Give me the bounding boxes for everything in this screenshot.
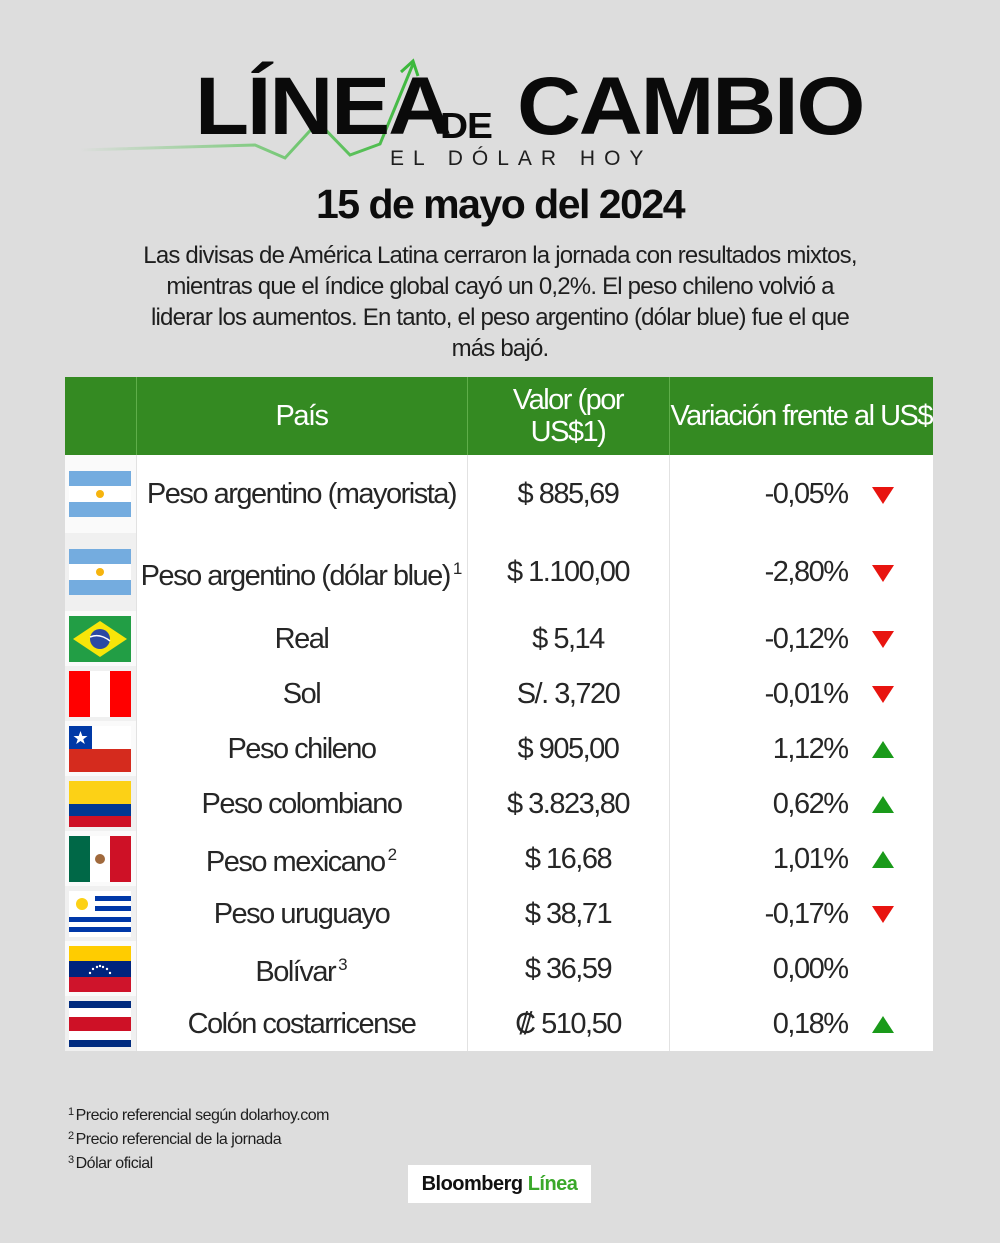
venezuela-flag-icon xyxy=(69,945,132,992)
up-triangle-icon xyxy=(871,796,894,814)
column-header-flag xyxy=(65,377,137,455)
trend-line-icon xyxy=(79,58,420,160)
currency-variation: 0,00% xyxy=(772,952,849,985)
table-row: Peso chileno $ 905,00 1,12% xyxy=(65,721,933,776)
up-triangle-icon xyxy=(871,1016,894,1034)
currency-value: $ 38,71 xyxy=(467,886,670,941)
footnote-marker: 2 xyxy=(387,845,398,864)
table-row: Colón costarricense ₡ 510,50 0,18% xyxy=(65,996,933,1051)
table-row: Peso argentino (dólar blue) 1 $ 1.100,00 -2… xyxy=(65,533,933,611)
argentina-flag-icon xyxy=(69,549,132,595)
table-row: Bolívar 3 $ 36,59 0,00% xyxy=(65,941,933,996)
brazil-flag-icon xyxy=(69,615,132,662)
currency-value: S/. 3,720 xyxy=(467,666,670,721)
currency-name: Peso argentino (mayorista) xyxy=(136,455,468,533)
mexico-flag-icon xyxy=(69,835,132,882)
footnote-1: 1 Precio referencial según dolarhoy.com xyxy=(68,1106,329,1124)
up-triangle-icon xyxy=(871,851,894,869)
currency-name: Peso argentino (dólar blue) 1 xyxy=(136,533,468,611)
currency-value: ₡ 510,50 xyxy=(467,996,670,1051)
footnote-3: 3 Dólar oficial xyxy=(68,1154,153,1172)
currency-name: Peso uruguayo xyxy=(136,886,468,941)
peru-flag-icon xyxy=(69,670,132,717)
costa-rica-flag-icon xyxy=(69,1000,132,1047)
down-triangle-icon xyxy=(871,686,894,704)
peru-flag-cell xyxy=(65,666,137,721)
page-date: 15 de mayo del 2024 xyxy=(315,181,686,227)
intro-paragraph: Las divisas de América Latina cerraron l… xyxy=(143,242,857,362)
currency-value: $ 1.100,00 xyxy=(467,533,670,611)
brazil-flag-cell xyxy=(65,611,137,666)
currency-value: $ 36,59 xyxy=(467,941,670,996)
colombia-flag-icon xyxy=(69,780,132,827)
column-header-country: País xyxy=(136,377,468,455)
table-row: Sol S/. 3,720 -0,01% xyxy=(65,666,933,721)
column-header-value: Valor (por US$1) xyxy=(467,377,670,455)
currency-name: Colón costarricense xyxy=(136,996,468,1051)
currency-value: $ 905,00 xyxy=(467,721,670,776)
chile-flag-icon xyxy=(69,725,132,772)
currency-variation: 0,62% xyxy=(669,776,933,831)
currency-name: Peso mexicano 2 xyxy=(136,831,468,886)
down-triangle-icon xyxy=(871,631,894,649)
costa-rica-flag-cell xyxy=(65,996,137,1051)
down-triangle-icon xyxy=(871,564,894,582)
currency-name: Bolívar 3 xyxy=(136,941,468,996)
currency-variation: 1,12% xyxy=(669,721,933,776)
argentina-flag-cell xyxy=(65,455,137,533)
column-header-variation: Variación frente al US$ xyxy=(669,377,934,455)
down-triangle-icon xyxy=(871,486,894,504)
exchange-rates-table: País Valor (por US$1) Variación frente a… xyxy=(65,377,934,1051)
table-row: Peso colombiano $ 3.823,80 0,62% xyxy=(65,776,933,831)
currency-name: Sol xyxy=(136,666,468,721)
currency-variation: -0,05% xyxy=(669,455,933,533)
up-triangle-icon xyxy=(871,741,894,759)
currency-variation: -2,80% xyxy=(669,533,933,611)
currency-name: Peso chileno xyxy=(136,721,468,776)
footnote-marker: 3 xyxy=(338,955,348,974)
logo-word-de: DE xyxy=(440,105,493,146)
mexico-flag-cell xyxy=(65,831,137,886)
currency-variation: 0,18% xyxy=(669,996,933,1051)
bloomberg-linea-logo: Bloomberg Línea xyxy=(408,1165,591,1203)
chile-flag-cell xyxy=(65,721,137,776)
table-row: Peso argentino (mayorista) $ 885,69 -0,05% xyxy=(65,455,933,533)
currency-value: $ 5,14 xyxy=(467,611,670,666)
currency-variation: 1,01% xyxy=(669,831,933,886)
uruguay-flag-cell xyxy=(65,886,137,941)
logo-subtitle: EL DÓLAR HOY xyxy=(390,147,653,170)
uruguay-flag-icon xyxy=(69,890,132,937)
footnote-2: 2 Precio referencial de la jornada xyxy=(68,1130,282,1148)
currency-value: $ 16,68 xyxy=(467,831,670,886)
currency-variation: -0,17% xyxy=(669,886,933,941)
down-triangle-icon xyxy=(871,906,894,924)
currency-value: $ 885,69 xyxy=(467,455,670,533)
table-row: Peso mexicano 2 $ 16,68 1,01% xyxy=(65,831,933,886)
currency-variation: -0,01% xyxy=(669,666,933,721)
table-row: Real $ 5,14 -0,12% xyxy=(65,611,933,666)
venezuela-flag-cell xyxy=(65,941,137,996)
argentina-flag-cell xyxy=(65,533,137,611)
colombia-flag-cell xyxy=(65,776,137,831)
currency-name: Real xyxy=(136,611,468,666)
table-header-row: País Valor (por US$1) Variación frente a… xyxy=(65,377,934,455)
currency-value: $ 3.823,80 xyxy=(467,776,670,831)
footnotes: 1 Precio referencial según dolarhoy.com 2… xyxy=(68,1102,329,1174)
argentina-flag-icon xyxy=(69,471,132,517)
table-row: Peso uruguayo $ 38,71 -0,17% xyxy=(65,886,933,941)
currency-variation: -0,12% xyxy=(669,611,933,666)
logo-word-cambio: CAMBIO xyxy=(517,61,865,152)
line-de-cambio-logo: LÍNEA DE CAMBIO EL DÓLAR HOY xyxy=(0,0,1000,180)
logo-word-linea: LÍNEA xyxy=(195,61,452,152)
footnote-marker: 1 xyxy=(452,558,463,578)
currency-name: Peso colombiano xyxy=(136,776,468,831)
